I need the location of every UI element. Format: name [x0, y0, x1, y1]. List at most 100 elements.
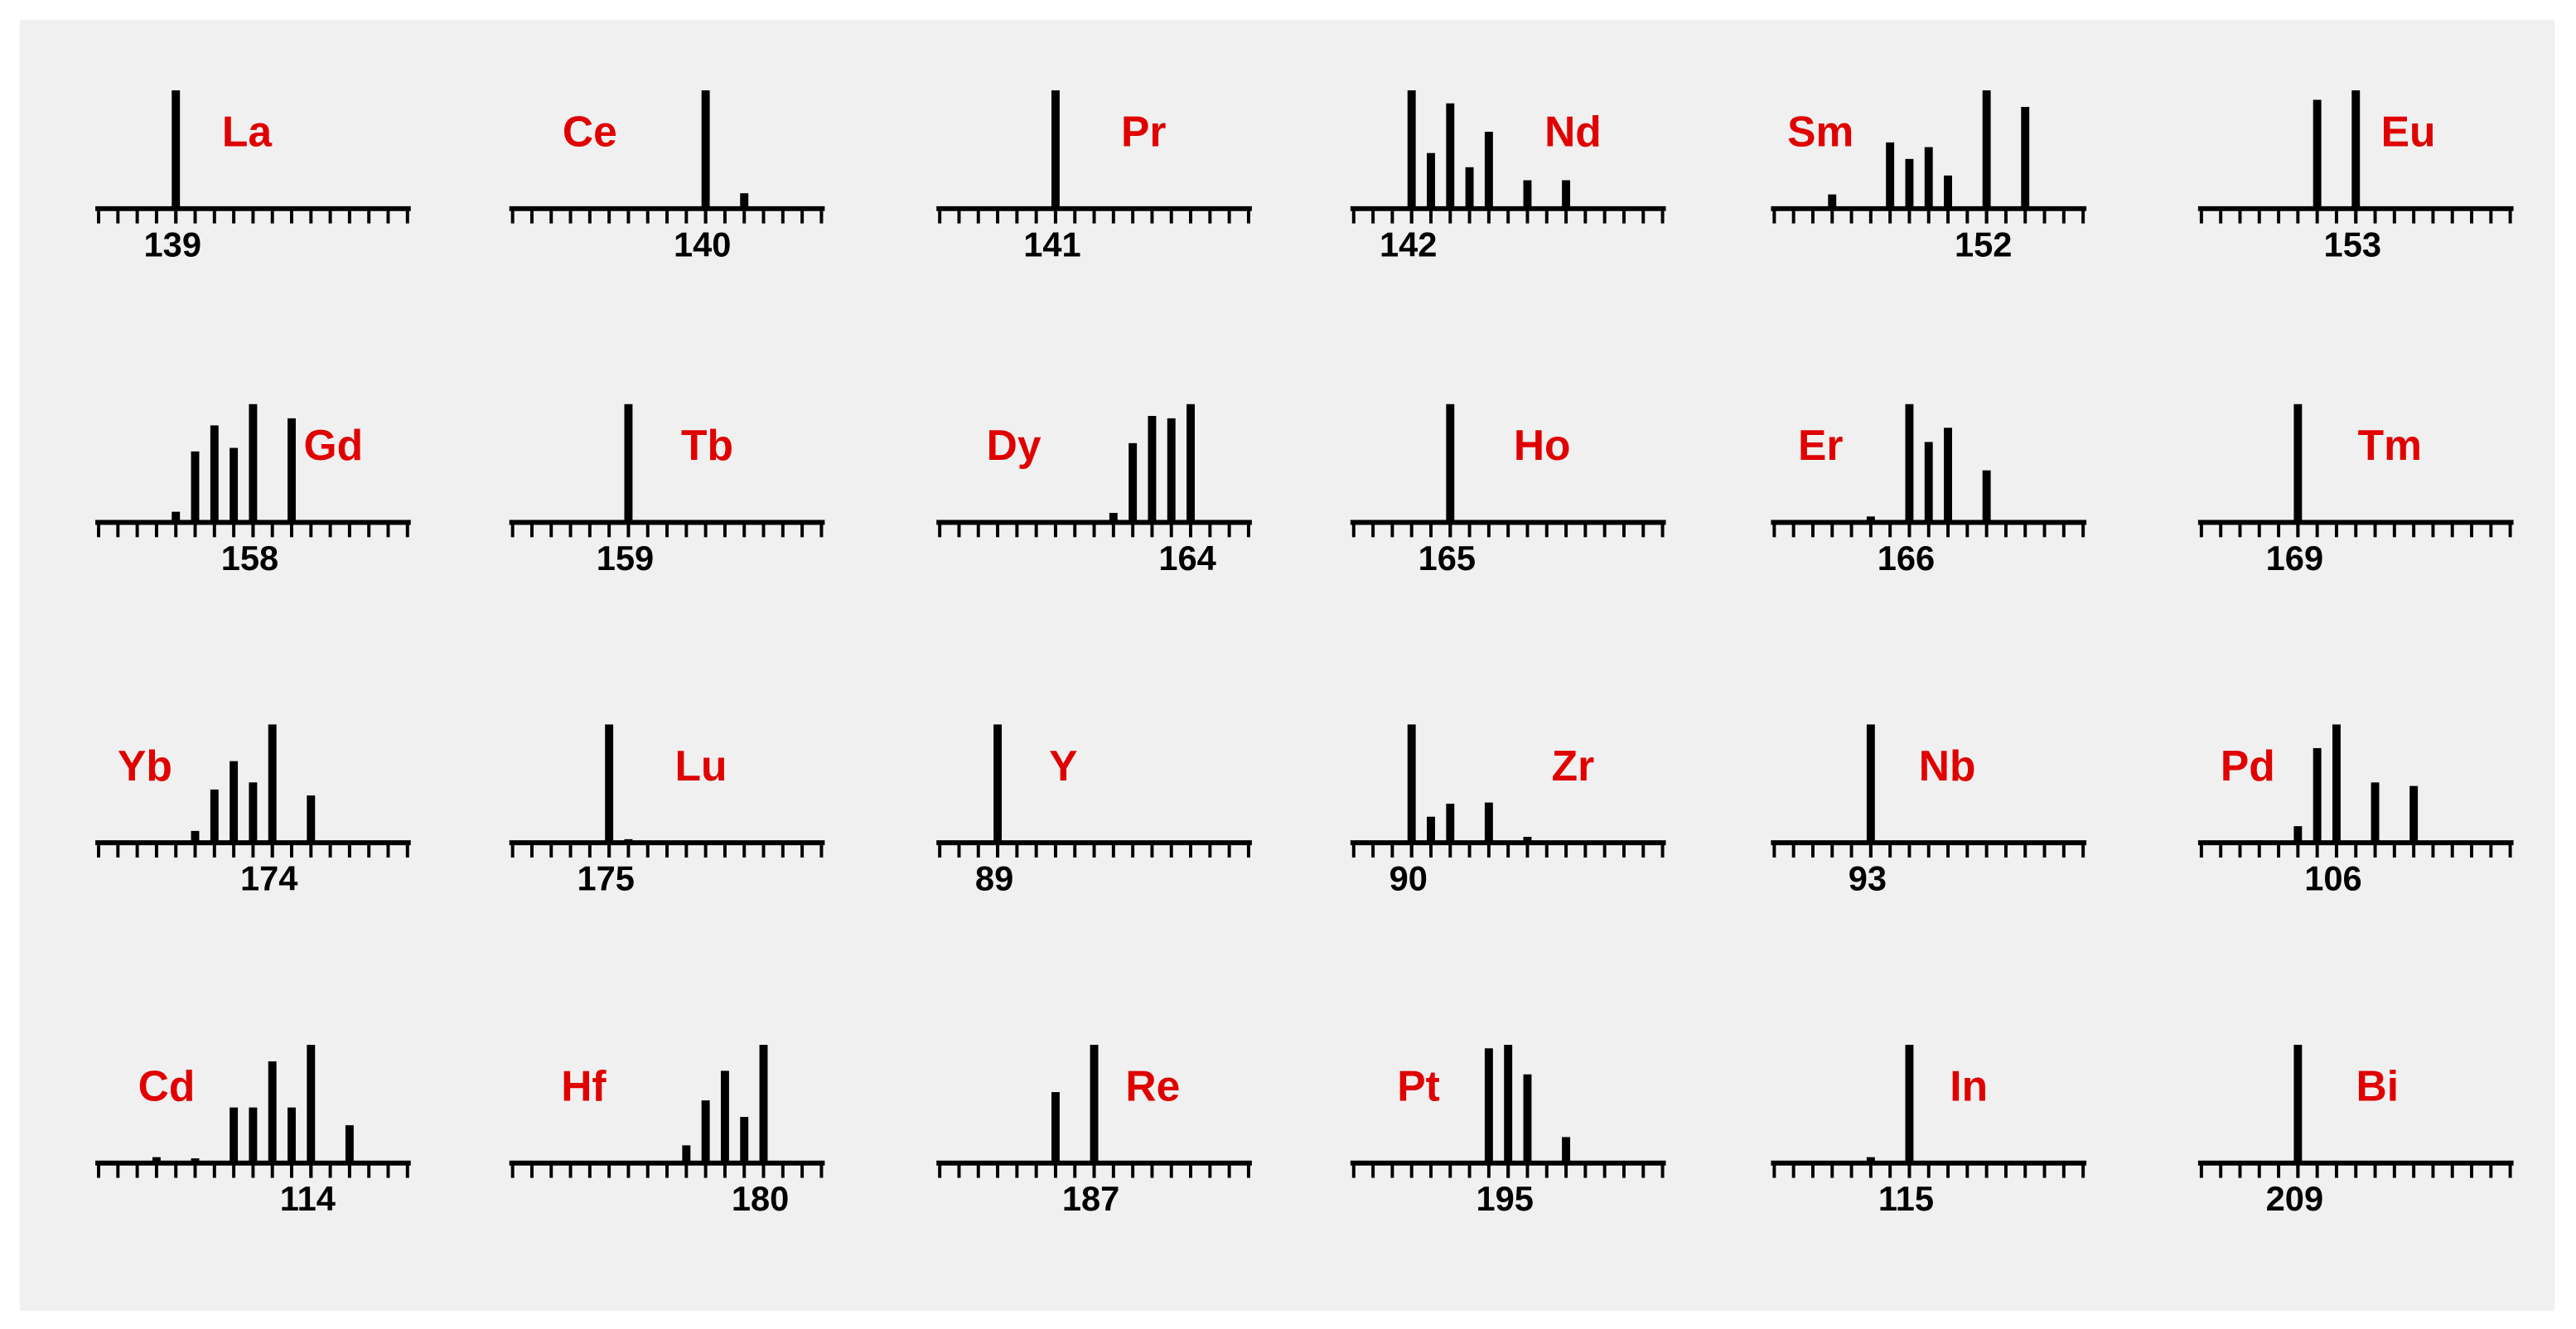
- spectrum: 139 La: [95, 90, 411, 263]
- bar: [210, 425, 219, 523]
- bar: [1944, 428, 1953, 523]
- element-label: Nd: [1544, 107, 1602, 155]
- bar: [701, 1100, 710, 1163]
- element-label: Sm: [1787, 107, 1853, 155]
- x-tick-label: 175: [577, 859, 634, 898]
- bar: [1427, 816, 1435, 843]
- element-label: Lu: [675, 742, 727, 790]
- element-label: Y: [1049, 742, 1077, 790]
- element-label: Pt: [1397, 1061, 1440, 1109]
- spectrum: 169 Tm: [2197, 404, 2514, 578]
- x-tick-label: 140: [674, 225, 731, 263]
- spectrum: 166 Er: [1771, 404, 2087, 578]
- bar: [2409, 785, 2419, 843]
- bar: [1167, 418, 1176, 523]
- bar: [2293, 826, 2303, 843]
- bar: [1187, 404, 1195, 523]
- bar: [152, 208, 161, 210]
- bar: [1924, 442, 1933, 523]
- spectrum: 158 Gd: [95, 404, 411, 578]
- bar: [701, 90, 710, 209]
- spectrum: 165 Ho: [1350, 404, 1666, 578]
- bar: [1109, 513, 1118, 523]
- x-tick-label: 141: [1023, 225, 1080, 263]
- bar: [1148, 416, 1157, 523]
- element-label: Yb: [118, 742, 172, 790]
- panel-background: [19, 19, 2555, 1312]
- x-tick-label: 169: [2266, 539, 2323, 578]
- spectrum: 152 Sm: [1771, 90, 2087, 263]
- bar: [2293, 1044, 2303, 1163]
- bar: [345, 1125, 354, 1163]
- spectrum: 209 Bi: [2197, 1044, 2514, 1218]
- bar: [624, 208, 633, 210]
- element-label: Tm: [2358, 421, 2422, 469]
- spectrum: 164 Dy: [936, 404, 1252, 578]
- spectrum: 187 Re: [936, 1044, 1252, 1218]
- bar: [191, 1158, 200, 1163]
- x-tick-label: 187: [1062, 1179, 1119, 1218]
- bar: [1886, 142, 1895, 209]
- bar: [2293, 404, 2303, 523]
- bar: [191, 830, 200, 843]
- x-tick-label: 115: [1878, 1179, 1934, 1218]
- bar: [1905, 158, 1914, 209]
- bar: [1504, 1044, 1513, 1163]
- x-tick-label: 174: [240, 859, 297, 898]
- x-tick-label: 164: [1158, 539, 1216, 578]
- bar: [624, 838, 633, 843]
- x-tick-label: 106: [2304, 859, 2361, 898]
- bar: [1446, 1162, 1455, 1165]
- bar: [1465, 167, 1474, 209]
- bar: [1484, 1048, 1493, 1163]
- bar: [249, 782, 258, 843]
- spectrum: 175 Lu: [509, 724, 825, 898]
- bar: [1051, 90, 1060, 209]
- x-tick-label: 195: [1476, 1179, 1533, 1218]
- bar: [1407, 90, 1416, 209]
- spectrum: 89 Y: [936, 724, 1252, 898]
- x-tick-label: 89: [975, 859, 1013, 898]
- bar: [1446, 404, 1455, 523]
- bar: [682, 1145, 691, 1163]
- bar: [1446, 103, 1455, 209]
- element-label: Pr: [1121, 107, 1166, 155]
- spectrum: 195 Pt: [1350, 1044, 1666, 1218]
- bar: [307, 795, 316, 843]
- element-label: Bi: [2356, 1061, 2400, 1109]
- element-label: Cd: [138, 1061, 196, 1109]
- x-tick-label: 114: [280, 1179, 336, 1218]
- bar: [1032, 521, 1041, 524]
- bar: [740, 1117, 749, 1163]
- bar: [1484, 132, 1493, 209]
- bar: [2021, 107, 2030, 209]
- bar: [152, 1157, 161, 1163]
- bar: [759, 1044, 768, 1163]
- bar: [152, 842, 161, 844]
- bar: [1484, 802, 1493, 843]
- x-tick-label: 158: [221, 539, 278, 578]
- bar: [1523, 180, 1532, 209]
- bar: [1407, 724, 1416, 843]
- bar: [1828, 521, 1837, 524]
- bar: [2313, 99, 2322, 209]
- bar: [1562, 180, 1571, 209]
- bar: [191, 451, 200, 523]
- bar: [288, 418, 296, 523]
- bar: [133, 521, 142, 524]
- x-tick-label: 180: [732, 1179, 789, 1218]
- bar: [2255, 840, 2264, 843]
- element-label: Dy: [987, 421, 1042, 469]
- bar: [993, 724, 1003, 843]
- element-label: Tb: [681, 421, 733, 469]
- bar: [1523, 836, 1532, 843]
- element-label: Pd: [2221, 742, 2275, 790]
- bar: [1828, 194, 1837, 209]
- x-tick-label: 209: [2266, 1179, 2323, 1218]
- spectrum: 140 Ce: [509, 90, 825, 263]
- bar: [1562, 1137, 1571, 1163]
- bar: [2332, 724, 2341, 843]
- bar: [1866, 724, 1875, 843]
